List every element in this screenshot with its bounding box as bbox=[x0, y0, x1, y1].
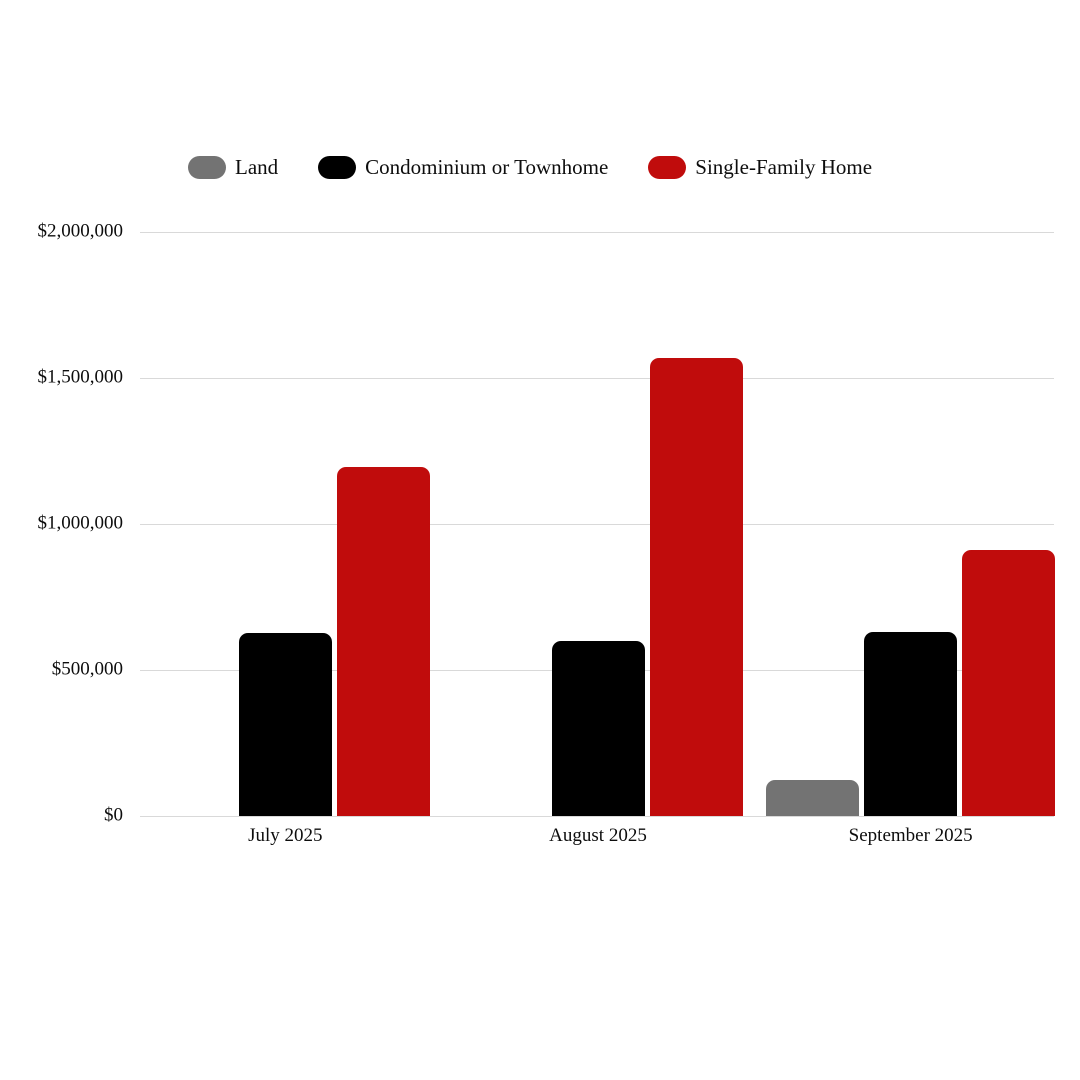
legend-swatch-land bbox=[188, 156, 226, 180]
bar-august-2025-condominium-or-townhome[interactable] bbox=[551, 641, 645, 816]
x-axis-line bbox=[140, 816, 1054, 817]
category-group-july-2025 bbox=[129, 232, 442, 816]
x-axis-labels: July 2025 August 2025 September 2025 bbox=[129, 825, 1067, 847]
bars-group bbox=[129, 232, 1067, 816]
y-tick-label: $1,000,000 bbox=[37, 512, 124, 534]
legend-label: Land bbox=[235, 155, 279, 179]
legend-swatch-single-family-home bbox=[648, 156, 687, 180]
gridline bbox=[140, 378, 1054, 379]
bar-september-2025-condominium-or-townhome[interactable] bbox=[864, 632, 958, 816]
bar-september-2025-single-family-home[interactable] bbox=[962, 550, 1056, 816]
bar-july-2025-condominium-or-townhome[interactable] bbox=[238, 632, 332, 816]
x-category-label-september-2025: September 2025 bbox=[848, 825, 973, 846]
legend-item-condominium-or-townhome[interactable]: Condominium or Townhome bbox=[318, 155, 609, 180]
chart-legend: Land Condominium or Townhome Single-Family… bbox=[188, 155, 873, 180]
y-tick-label: $0 bbox=[104, 804, 123, 826]
bar-july-2025-single-family-home[interactable] bbox=[336, 467, 430, 816]
bar-september-2025-land[interactable] bbox=[766, 780, 860, 816]
legend-swatch-condominium-or-townhome bbox=[318, 156, 357, 180]
gridline bbox=[140, 232, 1054, 233]
legend-item-single-family-home[interactable]: Single-Family Home bbox=[648, 155, 873, 180]
bar-august-2025-single-family-home[interactable] bbox=[649, 358, 743, 816]
y-tick-label: $500,000 bbox=[51, 658, 123, 680]
x-category-label-july-2025: July 2025 bbox=[248, 825, 323, 846]
x-category-label-august-2025: August 2025 bbox=[549, 825, 647, 846]
category-group-august-2025 bbox=[442, 232, 755, 816]
legend-label: Condominium or Townhome bbox=[365, 155, 609, 179]
legend-item-land[interactable]: Land bbox=[188, 155, 279, 180]
y-tick-label: $2,000,000 bbox=[37, 220, 124, 242]
category-group-september-2025 bbox=[754, 232, 1067, 816]
y-tick-label: $1,500,000 bbox=[37, 366, 124, 388]
legend-label: Single-Family Home bbox=[695, 155, 873, 179]
gridline bbox=[140, 524, 1054, 525]
